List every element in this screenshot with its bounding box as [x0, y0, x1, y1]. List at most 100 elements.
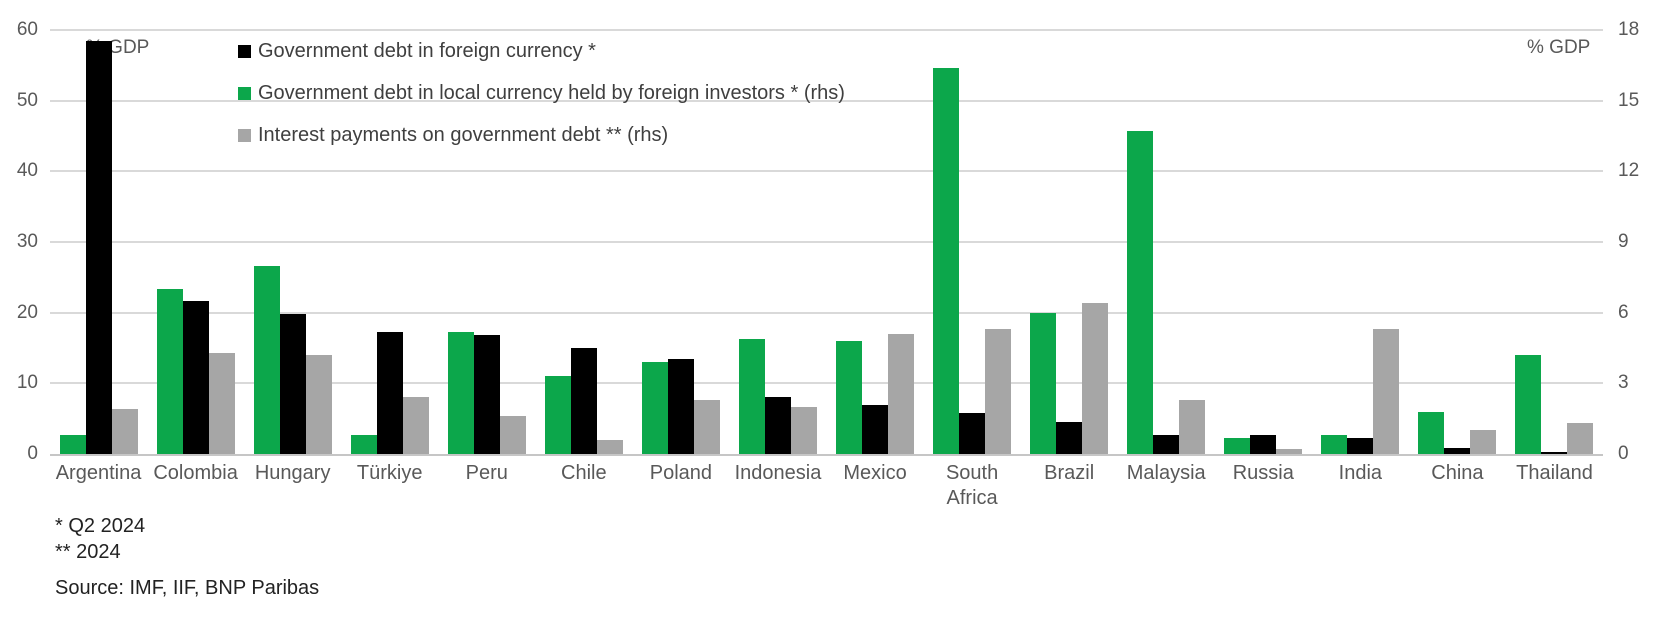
left-axis-tick-10: 10 — [16, 372, 38, 393]
bar-local-currency-foreign-held-colombia — [156, 289, 183, 454]
bar-group-hungary — [244, 30, 341, 454]
legend-label-local-currency-foreign-held: Government debt in local currency held b… — [258, 82, 845, 104]
right-axis-tick-18: 18 — [1618, 19, 1640, 40]
legend-label-foreign-currency-debt: Government debt in foreign currency * — [258, 40, 596, 62]
bar-foreign-currency-debt-south-africa — [959, 413, 986, 454]
footnotes: * Q2 2024 ** 2024 — [55, 513, 145, 565]
right-axis-tick-15: 15 — [1618, 90, 1640, 111]
bar-group-brazil — [1021, 30, 1118, 454]
bar-group-chile — [535, 30, 632, 454]
legend-item-interest-payments: Interest payments on government debt ** … — [238, 124, 845, 147]
bar-local-currency-foreign-held-malaysia — [1127, 131, 1154, 454]
right-axis: 18 15 12 9 6 3 0 — [1618, 19, 1658, 464]
bar-interest-payments-india — [1373, 329, 1400, 454]
bar-local-currency-foreign-held-brazil — [1030, 313, 1057, 454]
bar-foreign-currency-debt-china — [1444, 448, 1471, 454]
legend-swatch-black-icon — [238, 45, 251, 58]
bar-foreign-currency-debt-thailand — [1541, 452, 1568, 454]
bar-interest-payments-türkiye — [402, 397, 429, 454]
right-axis-unit-label: % GDP — [1527, 37, 1591, 58]
left-axis-tick-60: 60 — [16, 19, 38, 40]
legend: Government debt in foreign currency * Go… — [238, 40, 845, 166]
bar-groups — [50, 30, 1603, 454]
category-label-poland: Poland — [649, 462, 713, 484]
bar-foreign-currency-debt-malaysia — [1153, 435, 1180, 454]
category-label-russia: Russia — [1232, 462, 1294, 484]
bar-interest-payments-colombia — [208, 353, 235, 454]
bar-interest-payments-indonesia — [790, 407, 817, 454]
bar-group-argentina — [50, 30, 147, 454]
left-axis-tick-50: 50 — [16, 90, 38, 111]
bar-local-currency-foreign-held-russia — [1224, 438, 1251, 454]
left-axis: 60 50 40 30 20 10 0 — [0, 19, 38, 464]
bar-interest-payments-russia — [1276, 449, 1303, 454]
gridline-20 — [50, 312, 1603, 314]
bar-local-currency-foreign-held-mexico — [836, 341, 863, 454]
bar-local-currency-foreign-held-indonesia — [738, 339, 765, 454]
left-axis-tick-30: 30 — [16, 231, 38, 252]
bar-foreign-currency-debt-india — [1347, 438, 1374, 454]
bar-local-currency-foreign-held-thailand — [1515, 355, 1542, 454]
bar-foreign-currency-debt-poland — [667, 359, 694, 454]
bar-local-currency-foreign-held-argentina — [59, 435, 86, 454]
bar-group-india — [1312, 30, 1409, 454]
right-axis-tick-12: 12 — [1618, 160, 1640, 181]
bar-interest-payments-poland — [693, 400, 720, 454]
bar-group-russia — [1215, 30, 1312, 454]
bar-local-currency-foreign-held-poland — [641, 362, 668, 454]
bar-foreign-currency-debt-colombia — [182, 301, 209, 454]
category-label-china: China — [1431, 462, 1484, 484]
gridline-40 — [50, 170, 1603, 172]
source-note: Source: IMF, IIF, BNP Paribas — [55, 577, 320, 599]
bar-group-mexico — [827, 30, 924, 454]
gridline-30 — [50, 241, 1603, 243]
bar-local-currency-foreign-held-china — [1418, 412, 1445, 454]
bar-interest-payments-argentina — [111, 409, 138, 454]
bar-local-currency-foreign-held-türkiye — [350, 435, 377, 454]
bar-interest-payments-peru — [499, 416, 526, 454]
bar-interest-payments-mexico — [888, 334, 915, 454]
bar-group-türkiye — [341, 30, 438, 454]
bar-foreign-currency-debt-brazil — [1056, 422, 1083, 454]
bar-foreign-currency-debt-chile — [570, 348, 597, 454]
bar-foreign-currency-debt-argentina — [85, 41, 112, 454]
category-label-malaysia: Malaysia — [1126, 462, 1206, 484]
category-label-peru: Peru — [465, 462, 508, 484]
category-axis: Argentina Colombia Hungary Türkiye Peru Chile… — [50, 461, 1603, 511]
bar-local-currency-foreign-held-south-africa — [933, 68, 960, 454]
bar-group-china — [1409, 30, 1506, 454]
bar-local-currency-foreign-held-chile — [544, 376, 571, 454]
category-label-hungary: Hungary — [254, 462, 331, 484]
right-axis-tick-3: 3 — [1618, 372, 1629, 393]
category-label-india: India — [1338, 462, 1383, 484]
bar-group-poland — [632, 30, 729, 454]
left-axis-tick-20: 20 — [16, 302, 38, 323]
category-label-indonesia: Indonesia — [734, 462, 822, 484]
bar-interest-payments-brazil — [1082, 303, 1109, 454]
right-axis-tick-0: 0 — [1618, 443, 1629, 464]
bar-group-indonesia — [729, 30, 826, 454]
bar-foreign-currency-debt-mexico — [862, 405, 889, 454]
bar-foreign-currency-debt-indonesia — [764, 397, 791, 454]
legend-item-local-currency-foreign-held: Government debt in local currency held b… — [238, 82, 845, 105]
bar-group-thailand — [1506, 30, 1603, 454]
bar-interest-payments-chile — [596, 440, 623, 454]
bar-local-currency-foreign-held-india — [1321, 435, 1348, 454]
right-axis-tick-9: 9 — [1618, 231, 1629, 252]
right-axis-tick-6: 6 — [1618, 302, 1629, 323]
legend-item-foreign-currency-debt: Government debt in foreign currency * — [238, 40, 845, 63]
bar-interest-payments-thailand — [1567, 423, 1594, 454]
bar-interest-payments-south-africa — [985, 329, 1012, 454]
left-axis-tick-40: 40 — [16, 160, 38, 181]
gridline-10 — [50, 382, 1603, 384]
bar-group-peru — [438, 30, 535, 454]
bar-foreign-currency-debt-türkiye — [376, 332, 403, 454]
legend-label-interest-payments: Interest payments on government debt ** … — [258, 124, 669, 146]
category-label-türkiye: Türkiye — [356, 462, 423, 484]
bar-group-malaysia — [1118, 30, 1215, 454]
category-label-mexico: Mexico — [843, 462, 907, 484]
category-label-chile: Chile — [561, 462, 607, 484]
bar-interest-payments-hungary — [305, 355, 332, 454]
bar-foreign-currency-debt-hungary — [279, 314, 306, 454]
